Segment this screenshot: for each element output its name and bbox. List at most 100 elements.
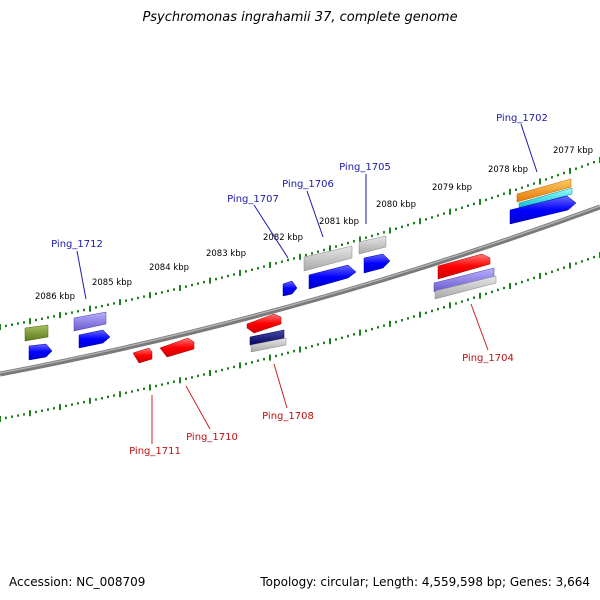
lower-ruler-tick bbox=[329, 338, 331, 345]
lower-ruler-tick bbox=[113, 394, 115, 397]
lower-ruler-tick bbox=[29, 410, 31, 417]
lower-ruler-tick bbox=[11, 415, 13, 418]
upper-ruler-tick bbox=[527, 184, 529, 187]
upper-ruler-tick bbox=[197, 282, 199, 285]
feature-orange[interactable] bbox=[516, 178, 572, 203]
lower-ruler-tick bbox=[287, 351, 289, 354]
upper-ruler-tick bbox=[323, 248, 325, 252]
scale-label-2083: 2083 kbp bbox=[206, 249, 246, 259]
upper-ruler-tick bbox=[143, 295, 145, 298]
feature-purple-1712[interactable] bbox=[73, 311, 107, 332]
gene-arrow-ping-1707[interactable] bbox=[282, 280, 298, 297]
lower-ruler-tick bbox=[527, 278, 529, 282]
lower-ruler-tick bbox=[101, 397, 103, 400]
upper-ruler-tick bbox=[5, 324, 7, 328]
feature-gray-1706[interactable] bbox=[303, 245, 353, 272]
lower-ruler-tick bbox=[407, 317, 409, 320]
gene-arrow-ping-1702[interactable] bbox=[509, 195, 577, 225]
gene-label-ping-1704[interactable]: Ping_1704 bbox=[462, 353, 514, 364]
upper-ruler-tick bbox=[593, 161, 595, 164]
feature-olive[interactable] bbox=[24, 324, 49, 342]
gene-label-ping-1711[interactable]: Ping_1711 bbox=[129, 446, 181, 457]
lower-ruler-tick bbox=[125, 391, 127, 395]
lower-ruler-tick bbox=[305, 346, 307, 350]
upper-ruler-tick bbox=[473, 202, 475, 206]
lower-ruler-tick bbox=[347, 334, 349, 338]
lower-ruler-tick bbox=[461, 300, 463, 303]
gene-arrow-left[interactable] bbox=[28, 343, 53, 361]
lower-ruler-tick bbox=[257, 359, 259, 362]
scale-label-2080: 2080 kbp bbox=[376, 200, 416, 210]
upper-ruler-tick bbox=[227, 274, 229, 278]
lower-ruler-tick bbox=[557, 268, 559, 271]
gene-arrow-ping-1712[interactable] bbox=[78, 329, 111, 349]
upper-ruler-tick bbox=[89, 305, 91, 312]
upper-ruler-tick bbox=[101, 304, 103, 308]
upper-ruler-tick bbox=[341, 243, 343, 246]
gene-label-ping-1707[interactable]: Ping_1707 bbox=[227, 194, 279, 205]
upper-ruler-tick bbox=[281, 260, 283, 263]
gene-arrow-ping-1706[interactable] bbox=[308, 264, 357, 290]
upper-ruler-tick bbox=[533, 182, 535, 185]
upper-ruler-tick bbox=[305, 253, 307, 257]
lower-leader-lines bbox=[151, 303, 489, 444]
lower-ruler-tick bbox=[551, 270, 553, 273]
lower-ruler-tick bbox=[233, 365, 235, 369]
upper-ruler-tick bbox=[497, 194, 499, 198]
lower-ruler-tick bbox=[335, 338, 337, 341]
gene-label-ping-1712[interactable]: Ping_1712 bbox=[51, 239, 103, 250]
upper-ruler-tick bbox=[209, 277, 211, 284]
upper-ruler-tick bbox=[395, 227, 397, 230]
upper-ruler-tick bbox=[275, 262, 277, 265]
feature-gray-1705[interactable] bbox=[358, 235, 387, 255]
upper-ruler-tick bbox=[461, 206, 463, 209]
lower-ruler-tick bbox=[41, 409, 43, 412]
upper-ruler-tick bbox=[137, 296, 139, 300]
upper-ruler-tick bbox=[413, 221, 415, 225]
lower-ruler-tick bbox=[137, 388, 139, 392]
gene-label-ping-1706[interactable]: Ping_1706 bbox=[282, 179, 334, 190]
upper-ruler-tick bbox=[383, 231, 385, 234]
feature-cyan[interactable] bbox=[518, 187, 573, 210]
upper-ruler-tick bbox=[299, 253, 301, 260]
upper-ruler-tick bbox=[167, 289, 169, 293]
gene-label-ping-1708[interactable]: Ping_1708 bbox=[262, 411, 314, 422]
feature-gray-1704[interactable] bbox=[434, 275, 497, 300]
topology-text: Topology: circular; Length: 4,559,598 bp… bbox=[260, 575, 590, 589]
upper-ruler-tick bbox=[581, 165, 583, 168]
leader-line-ping-1710 bbox=[185, 385, 211, 430]
scale-label-2081: 2081 kbp bbox=[319, 217, 359, 227]
upper-ruler-tick bbox=[371, 234, 373, 238]
feature-navy-1708[interactable] bbox=[249, 329, 285, 346]
lower-ruler-tick bbox=[107, 395, 109, 399]
upper-ruler-tick bbox=[449, 208, 451, 215]
gene-arrow-ping-1708[interactable] bbox=[246, 313, 282, 334]
gene-arrow-ping-1705[interactable] bbox=[363, 253, 391, 274]
upper-ruler-tick bbox=[425, 218, 427, 221]
gene-arrow-ping-1711[interactable] bbox=[132, 347, 153, 364]
upper-ruler-tick bbox=[389, 227, 391, 234]
gene-label-ping-1702[interactable]: Ping_1702 bbox=[496, 113, 548, 124]
upper-ruler-tick bbox=[29, 318, 31, 325]
gene-arrow-ping-1710[interactable] bbox=[159, 337, 195, 358]
upper-ruler-tick bbox=[401, 225, 403, 228]
lower-ruler-tick bbox=[281, 353, 283, 356]
upper-ruler-tick bbox=[575, 167, 577, 170]
upper-ruler-tick bbox=[587, 163, 589, 166]
scale-label-2086: 2086 kbp bbox=[35, 292, 75, 302]
lower-ruler-tick bbox=[575, 262, 577, 265]
upper-ruler-tick bbox=[479, 198, 481, 205]
gene-label-ping-1705[interactable]: Ping_1705 bbox=[339, 162, 391, 173]
upper-ruler-tick bbox=[491, 196, 493, 200]
genome-backbone bbox=[0, 204, 600, 377]
upper-ruler-tick bbox=[191, 283, 193, 287]
gene-label-ping-1710[interactable]: Ping_1710 bbox=[186, 432, 238, 443]
gene-arrow-ping-1704[interactable] bbox=[437, 253, 491, 280]
lower-ruler-tick bbox=[161, 383, 163, 386]
lower-ruler-tick bbox=[245, 362, 247, 366]
feature-gray-1708[interactable] bbox=[250, 337, 287, 353]
upper-ruler-tick bbox=[365, 236, 367, 239]
upper-ruler-tick bbox=[317, 250, 319, 253]
upper-ruler-tick bbox=[269, 262, 271, 268]
upper-ruler-tick bbox=[467, 204, 469, 207]
